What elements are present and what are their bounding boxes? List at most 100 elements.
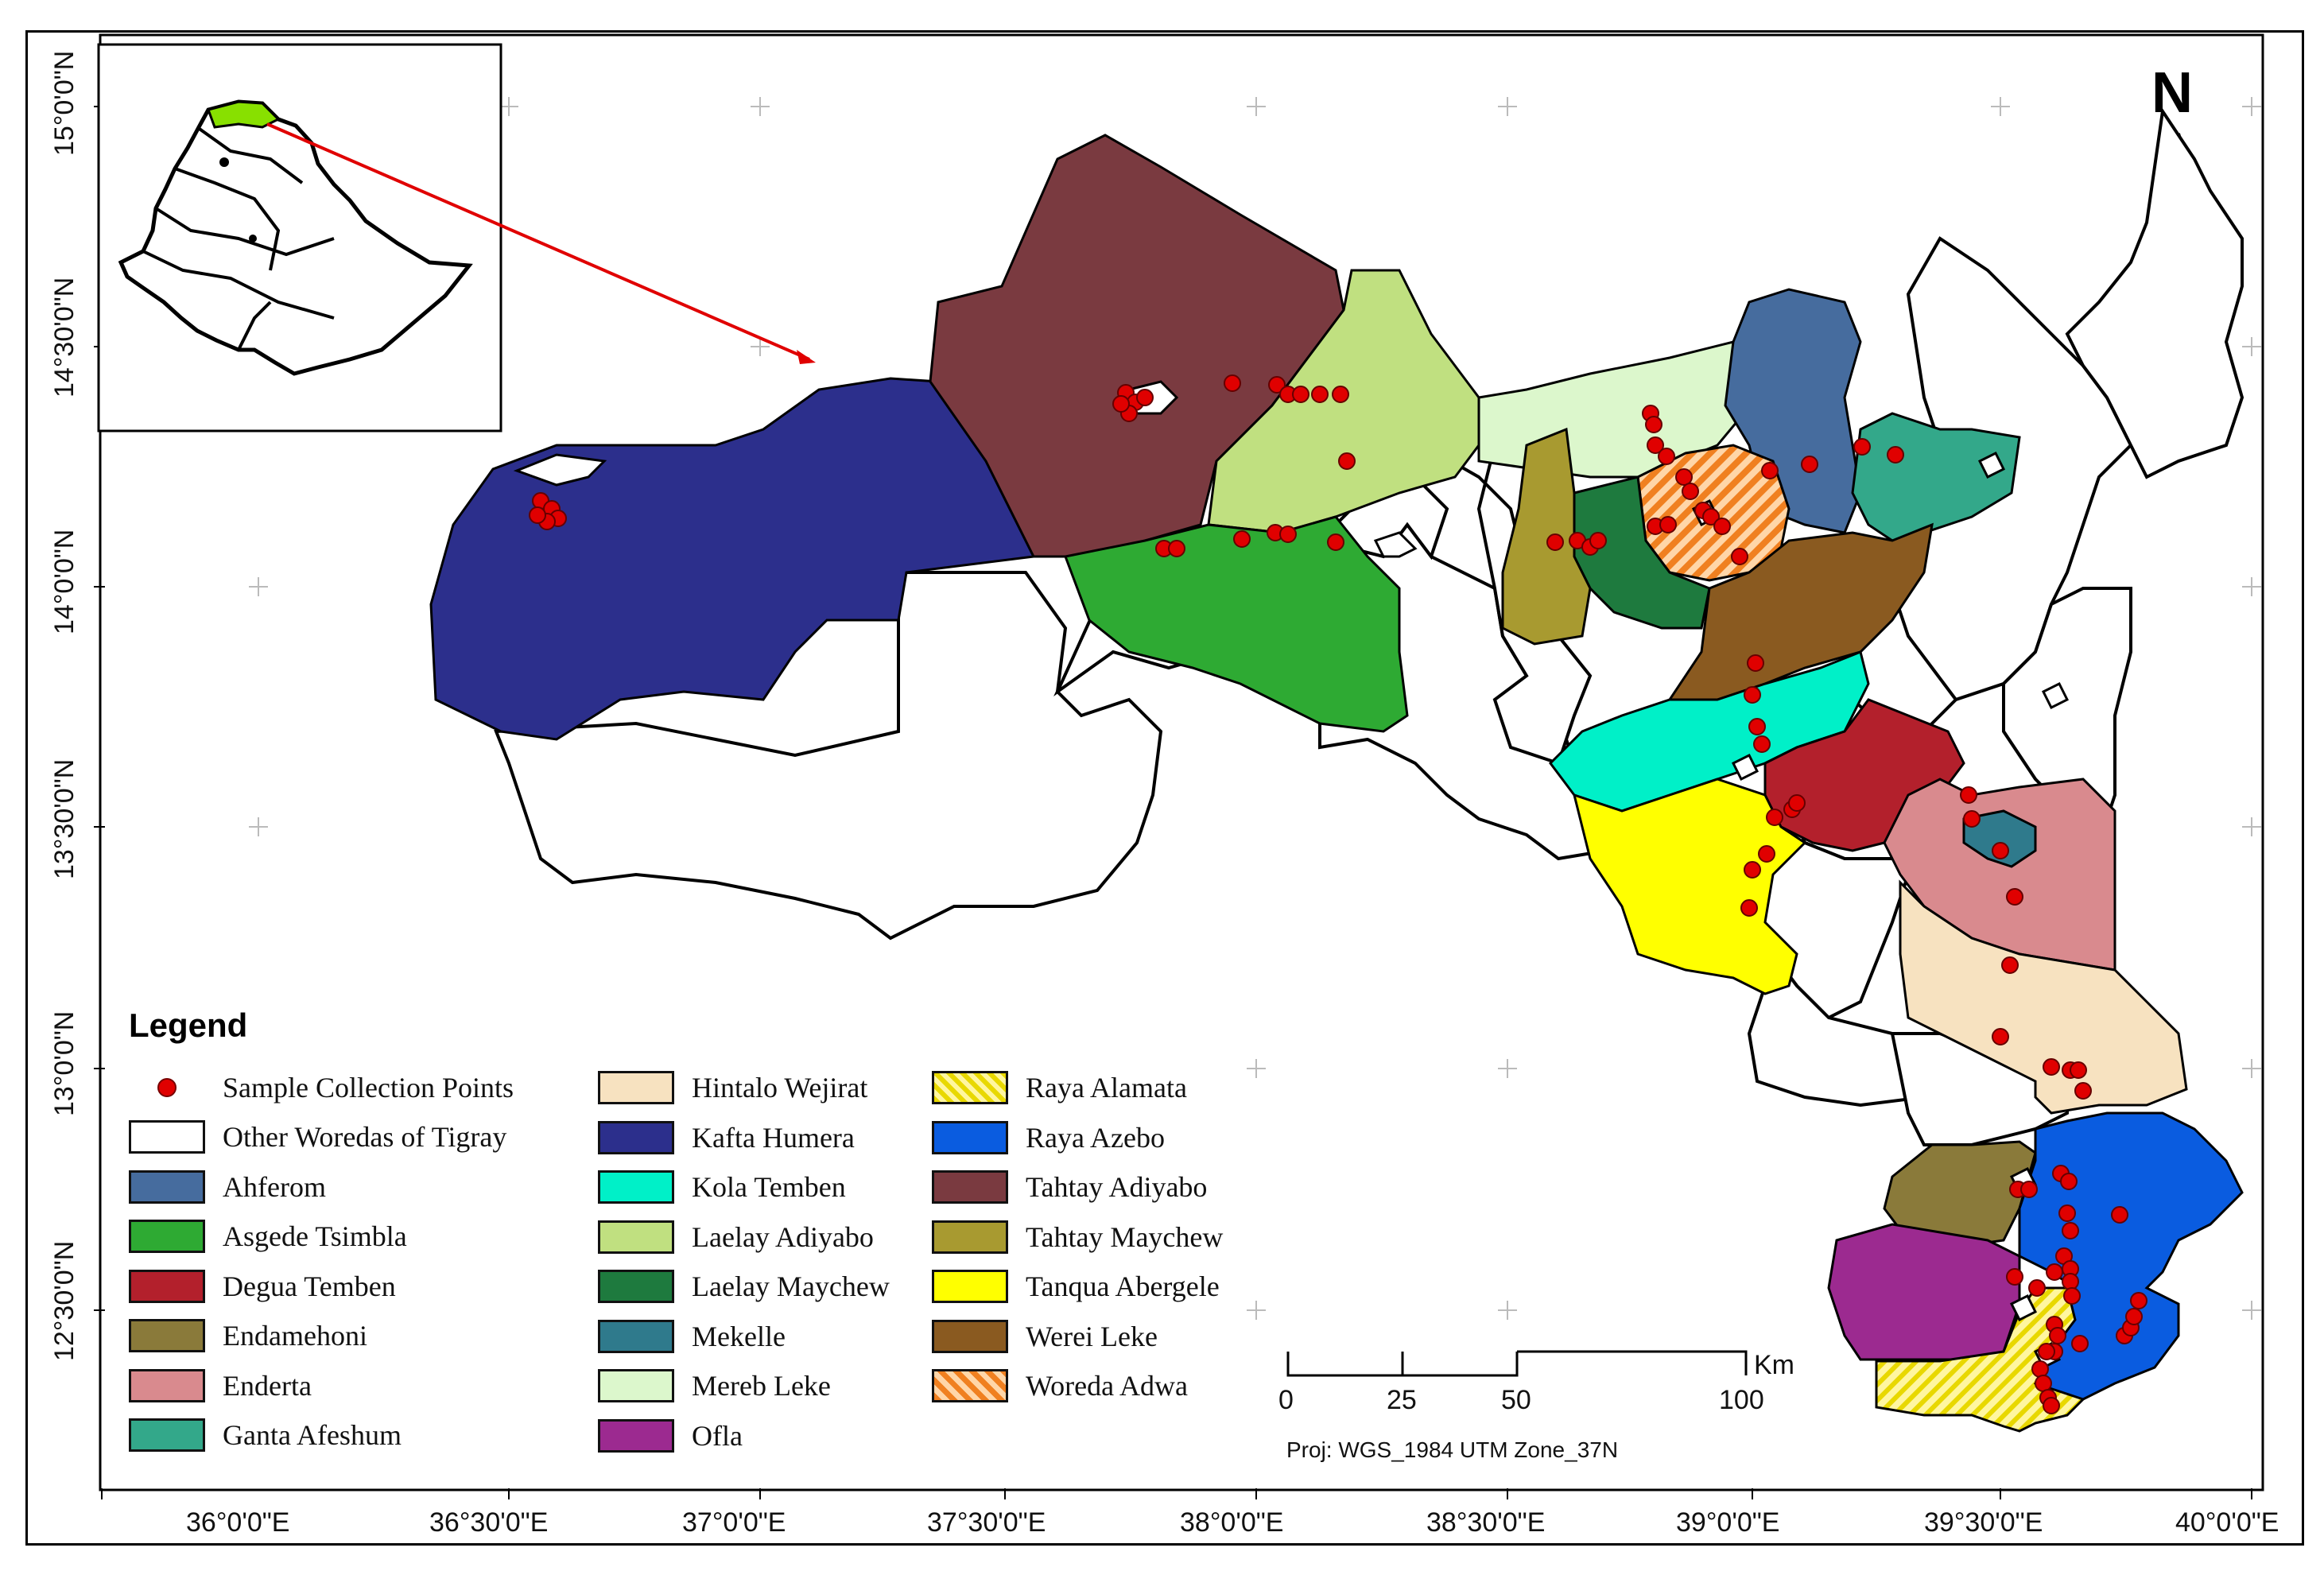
legend-item: Werei Leke [932,1317,1158,1356]
y-tick-label: 12°30'0"N [49,1240,80,1361]
legend-item-sample-points: Sample Collection Points [129,1069,514,1107]
y-tick-label: 14°0'0"N [49,529,80,634]
x-tick-label: 38°0'0"E [1180,1507,1284,1538]
legend-label: Asgede Tsimbla [223,1220,407,1252]
scale-tick-label: 0 [1278,1385,1294,1415]
legend-label: Werei Leke [1026,1321,1158,1352]
y-tick-label: 13°30'0"N [49,758,80,879]
legend-item: Hintalo Wejirat [598,1069,867,1107]
legend-item: Other Woredas of Tigray [129,1118,506,1156]
legend-label: Degua Temben [223,1270,396,1302]
legend-swatch [129,1170,205,1204]
inset-map [97,43,816,433]
legend-label: Ahferom [223,1171,326,1203]
legend-item: Mekelle [598,1317,786,1356]
legend-label: Ofla [692,1420,743,1452]
legend-swatch [129,1270,205,1303]
legend-label: Laelay Adiyabo [692,1221,874,1253]
woreda-ofla [1827,1223,2021,1361]
x-tick-label: 38°30'0"E [1426,1507,1546,1538]
legend-swatch [129,1120,205,1154]
x-tick-label: 36°30'0"E [429,1507,549,1538]
legend-item: Woreda Adwa [932,1367,1188,1405]
y-tick-label: 15°0'0"N [49,50,80,156]
scale-bar [1286,1350,1748,1377]
woreda-tanqua-abergele [1572,778,1807,995]
scale-tick-label: 25 [1387,1385,1417,1415]
north-label: N [2151,61,2193,125]
legend-label: Tanqua Abergele [1026,1270,1220,1302]
y-tick-label: 14°30'0"N [49,277,80,398]
legend-swatch [598,1369,674,1402]
legend-item: Enderta [129,1367,312,1405]
legend-swatch [598,1270,674,1303]
legend-item: Kola Temben [598,1168,846,1206]
legend-label: Endamehoni [223,1320,367,1352]
x-tick-label: 37°30'0"E [927,1507,1046,1538]
woreda-hintalo-wejirat [1899,879,2188,1115]
legend-label: Laelay Maychew [692,1270,890,1302]
legend-swatch [598,1170,674,1204]
legend-swatch [932,1369,1008,1402]
legend-item: Degua Temben [129,1267,396,1305]
legend-swatch [598,1121,674,1154]
x-tick-label: 39°30'0"E [1924,1507,2043,1538]
y-tick-label: 13°0'0"N [49,1010,80,1116]
legend-label: Kola Temben [692,1171,846,1203]
legend-item: Tahtay Adiyabo [932,1168,1207,1206]
legend-swatch [932,1170,1008,1204]
woreda-mekelle [1962,809,2037,868]
map-frame [25,30,2304,1546]
woreda-asgede-tsimbla [1063,515,1409,733]
woreda-raya-alamata [1875,1286,2085,1433]
x-tick-label: 37°0'0"E [682,1507,786,1538]
x-tick-label: 36°0'0"E [186,1507,290,1538]
legend-label: Sample Collection Points [223,1072,514,1104]
legend-label: Other Woredas of Tigray [223,1121,507,1153]
woreda-ganta-afeshum [1851,412,2021,542]
legend-item: Ahferom [129,1168,326,1206]
scale-unit-label: Km [1754,1350,1794,1380]
legend-item: Endamehoni [129,1317,367,1355]
legend-label: Kafta Humera [692,1122,855,1154]
projection-label: Proj: WGS_1984 UTM Zone_37N [1286,1437,1619,1462]
legend-title: Legend [129,1007,248,1044]
legend-swatch [129,1220,205,1253]
legend-item: Ofla [598,1417,743,1455]
legend-label: Tahtay Maychew [1026,1221,1224,1253]
legend-swatch [129,1369,205,1402]
legend-label: Raya Alamata [1026,1072,1187,1104]
legend-item: Kafta Humera [598,1119,855,1157]
legend-label: Enderta [223,1370,312,1402]
legend-label: Hintalo Wejirat [692,1072,868,1104]
sample-point-icon [129,1071,205,1104]
x-tick-label: 39°0'0"E [1676,1507,1780,1538]
legend-swatch [932,1121,1008,1154]
legend-label: Woreda Adwa [1026,1370,1189,1402]
legend-item: Laelay Maychew [598,1267,890,1305]
legend-swatch [129,1418,205,1452]
legend-swatch [932,1320,1008,1353]
woreda-tahtay-maychew [1501,427,1592,646]
scale-tick-label: 100 [1719,1385,1764,1415]
legend-item: Raya Alamata [932,1069,1187,1107]
legend-item: Tanqua Abergele [932,1267,1220,1305]
legend-swatch [598,1320,674,1353]
legend-label: Tahtay Adiyabo [1026,1171,1208,1203]
legend-item: Laelay Adiyabo [598,1218,874,1256]
legend-swatch [129,1319,205,1352]
legend-label: Mekelle [692,1321,786,1352]
legend-swatch [598,1220,674,1254]
legend-label: Raya Azebo [1026,1122,1165,1154]
legend-swatch [932,1220,1008,1254]
legend-label: Ganta Afeshum [223,1419,402,1451]
legend-swatch [932,1071,1008,1104]
legend-item: Ganta Afeshum [129,1416,402,1454]
legend-swatch [598,1419,674,1453]
legend-item: Tahtay Maychew [932,1218,1223,1256]
plot-frame [99,33,2264,1491]
legend-item: Asgede Tsimbla [129,1217,407,1255]
legend-swatch [598,1071,674,1104]
sample-collection-points [529,374,2147,1414]
